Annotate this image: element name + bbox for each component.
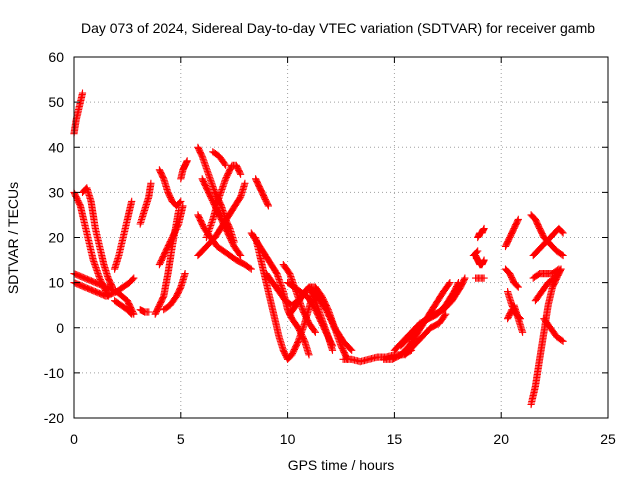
x-tick-label: 20 [493, 431, 509, 447]
series-track-21 [209, 148, 230, 169]
y-tick-label: 50 [48, 94, 64, 110]
data-point-markers [397, 274, 469, 350]
series-track-40 [501, 265, 522, 291]
series-track-14 [160, 270, 189, 314]
data-point-markers [305, 283, 356, 354]
chart-title: Day 073 of 2024, Sidereal Day-to-day VTE… [81, 20, 595, 36]
y-tick-label: -10 [44, 365, 64, 381]
series-track-42 [510, 301, 527, 336]
data-point-markers [501, 215, 522, 251]
y-axis-label: SDTVAR / TECUs [5, 182, 21, 294]
data-point-markers [155, 166, 185, 210]
axis-ticks: 0 5 10 15 20 25 -20 -10 0 10 20 30 40 50 60 [44, 49, 616, 447]
series-track-09 [136, 306, 153, 316]
data-point-markers [469, 247, 482, 260]
series-track-12 [155, 166, 185, 210]
series-track-38 [469, 247, 482, 260]
data-point-markers [78, 184, 116, 291]
data-point-markers [527, 265, 565, 409]
y-tick-label: 10 [48, 275, 64, 291]
x-tick-label: 5 [177, 431, 185, 447]
data-point-markers [111, 297, 136, 318]
series-track-15 [177, 157, 191, 183]
x-tick-label: 10 [280, 431, 296, 447]
series-track-49 [529, 265, 563, 282]
series-track-08 [113, 274, 138, 296]
series-track-07 [111, 297, 136, 318]
series-track-43 [504, 306, 516, 323]
x-tick-label: 0 [70, 431, 78, 447]
data-point-markers [70, 89, 87, 138]
x-tick-label: 15 [387, 431, 403, 447]
grid [74, 57, 608, 418]
series-track-19 [194, 211, 255, 273]
series-track-33 [397, 274, 469, 350]
data-point-markers [540, 315, 567, 345]
series-track-13 [155, 202, 187, 269]
series-track-01 [70, 89, 87, 138]
data-point-markers [401, 310, 450, 359]
data-point-markers [252, 175, 272, 210]
data-point-markers [504, 306, 516, 323]
y-tick-label: 20 [48, 230, 64, 246]
data-point-markers [155, 202, 187, 269]
data-point-markers [529, 265, 563, 282]
series-track-46 [529, 224, 567, 260]
series-track-35 [474, 224, 488, 242]
series-track-06 [111, 197, 136, 273]
data-point-markers [160, 270, 189, 314]
data-point-markers [501, 265, 522, 291]
series-track-34 [401, 310, 450, 359]
x-axis-label: GPS time / hours [288, 457, 395, 473]
series-track-48 [540, 315, 567, 345]
data-point-markers [136, 306, 153, 316]
data-point-markers [136, 179, 155, 228]
data-point-markers [474, 224, 488, 242]
series-track-39 [501, 215, 522, 251]
data-point-markers [472, 274, 488, 282]
x-tick-label: 25 [600, 431, 616, 447]
series-track-44 [527, 265, 565, 409]
data-point-markers [113, 274, 138, 296]
series-track-29 [305, 283, 356, 354]
y-tick-label: 0 [56, 320, 64, 336]
data-point-markers [209, 148, 230, 169]
data-point-markers [198, 175, 245, 260]
data-series [70, 89, 567, 409]
data-point-markers [529, 224, 567, 260]
y-tick-label: 60 [48, 49, 64, 65]
y-tick-label: 40 [48, 139, 64, 155]
series-track-20 [198, 175, 245, 260]
y-tick-label: -20 [44, 410, 64, 426]
data-point-markers [111, 197, 136, 273]
series-track-22 [252, 175, 272, 210]
data-point-markers [194, 211, 255, 273]
data-point-markers [510, 301, 527, 336]
series-track-37 [472, 274, 488, 282]
series-track-03 [78, 184, 116, 291]
data-point-markers [177, 157, 191, 183]
y-tick-label: 30 [48, 184, 64, 200]
series-track-10 [136, 179, 155, 228]
